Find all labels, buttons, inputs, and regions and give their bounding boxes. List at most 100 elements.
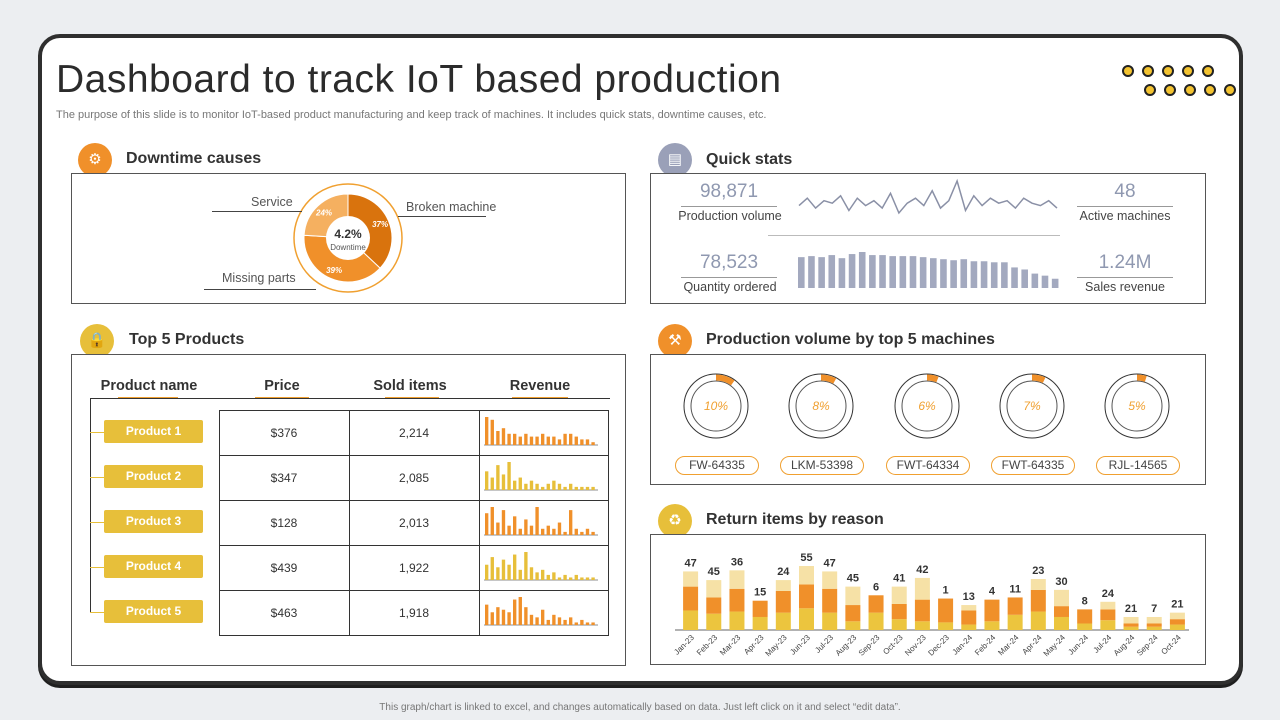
returns-bar-segment (706, 613, 722, 630)
returns-tick-label: Jan-24 (951, 633, 975, 657)
mini-bar (529, 480, 534, 490)
sales-revenue-value: 1.24M (1098, 252, 1152, 273)
returns-bar-segment (1123, 616, 1139, 624)
donut-slice-label: 24% (315, 208, 332, 217)
revenue-mini-charts (484, 417, 598, 626)
quick-stats-panel (650, 173, 1206, 304)
product-3-price: $128 (270, 516, 298, 530)
machine-percent-label: 10% (704, 399, 728, 413)
returns-bar-segment (729, 588, 745, 612)
mini-bar (569, 510, 573, 535)
returns-total-label: 1 (943, 585, 949, 597)
mini-bar (563, 619, 567, 625)
product-2-button[interactable]: Product 2 (104, 465, 203, 488)
mini-bar (524, 483, 528, 490)
machine-3-label[interactable]: FWT-64334 (886, 456, 970, 475)
mini-bar (541, 609, 545, 625)
active-machines-value: 48 (1114, 181, 1136, 202)
dashboard-icon: ▤ (658, 143, 692, 177)
machine-1-label[interactable]: FW-64335 (675, 456, 759, 475)
returns-tick-label: Nov-23 (903, 633, 928, 658)
dot-icon (1144, 84, 1156, 96)
qs-bar (909, 256, 917, 288)
returns-bar-segment (1123, 623, 1139, 627)
qs-bar (930, 258, 937, 288)
mini-bar (496, 567, 500, 580)
mini-bar (569, 483, 573, 490)
gear-icon: ⚙ (78, 143, 112, 177)
table-border (219, 590, 609, 591)
machine-4-label[interactable]: FWT-64335 (991, 456, 1075, 475)
product-1-sold: 2,214 (398, 426, 430, 440)
mini-bar (535, 483, 539, 490)
machine-ring-fill (1136, 374, 1147, 382)
mini-bar (546, 436, 550, 445)
mini-bar (501, 559, 506, 580)
mini-bar (546, 525, 550, 535)
mini-bar (580, 619, 584, 625)
mini-bar (496, 431, 500, 445)
quantity-bars (798, 252, 1059, 288)
returns-bar-segment (1146, 623, 1162, 627)
mini-bar (518, 528, 522, 535)
returns-bar-segment (1030, 589, 1046, 612)
mini-bar (524, 519, 528, 535)
label-broken-machine: Broken machine (406, 200, 497, 214)
machine-ring-outer (894, 373, 960, 439)
returns-bar-segment (1030, 579, 1046, 590)
mini-bar (569, 577, 573, 580)
returns-tick-label: Feb-23 (695, 633, 720, 658)
machine-2-label[interactable]: LKM-53398 (780, 456, 864, 475)
page-subtitle: The purpose of this slide is to monitor … (56, 109, 767, 121)
returns-total-label: 30 (1055, 576, 1067, 588)
returns-total-label: 7 (1151, 603, 1157, 615)
product-3-button[interactable]: Product 3 (104, 510, 203, 533)
returns-bar-segment (706, 580, 722, 598)
returns-bar-segment (799, 566, 814, 585)
donut-slice (347, 193, 393, 269)
product-5-button[interactable]: Product 5 (104, 600, 203, 623)
mini-bar (490, 557, 494, 580)
returns-tick-label: Jul-24 (1092, 633, 1114, 655)
mini-bar (546, 483, 550, 490)
mini-bar (557, 577, 562, 580)
leader-line (204, 289, 316, 290)
dot-icon (1122, 65, 1134, 77)
mini-bar (563, 531, 567, 535)
returns-tick-label: Apr-23 (742, 633, 766, 657)
mini-bar (574, 486, 578, 490)
returns-bar-segment (1100, 609, 1116, 621)
product-4-button[interactable]: Product 4 (104, 555, 203, 578)
returns-total-label: 42 (916, 564, 928, 576)
mini-bar (552, 436, 556, 445)
product-1-button[interactable]: Product 1 (104, 420, 203, 443)
production-volume-value: 98,871 (699, 181, 759, 202)
production-sparkline (798, 178, 1058, 215)
returns-bar-segment (1007, 597, 1023, 615)
returns-tick-label: Dec-23 (926, 633, 951, 658)
returns-tick-label: Mar-23 (718, 633, 743, 658)
mini-bar (524, 607, 528, 625)
mini-bar (541, 528, 545, 535)
returns-bar-segment (706, 597, 722, 614)
mini-bar (485, 513, 489, 535)
returns-bar-segment (961, 624, 977, 630)
machine-5-label[interactable]: RJL-14565 (1096, 456, 1180, 475)
mini-bar (529, 567, 534, 580)
machine-ring-outer (1104, 373, 1170, 439)
col-sold-items: Sold items (373, 378, 447, 394)
donut-slice-label: 37% (372, 220, 388, 229)
machine-icon: ⚒ (658, 324, 692, 358)
quantity-ordered-value: 78,523 (699, 252, 759, 273)
returns-total-label: 6 (873, 581, 879, 593)
mini-bar (529, 525, 534, 535)
returns-tick-label: Aug-24 (1112, 633, 1137, 658)
returns-bar-segment (752, 600, 768, 617)
returns-total-label: 55 (800, 552, 812, 564)
page-title: Dashboard to track IoT based production (56, 58, 782, 101)
returns-bar-segment (914, 599, 930, 622)
returns-bar-segment (1077, 623, 1093, 630)
returns-bar-segment (868, 612, 884, 630)
machine-ring-fill (715, 374, 735, 386)
mini-bar (507, 433, 511, 445)
